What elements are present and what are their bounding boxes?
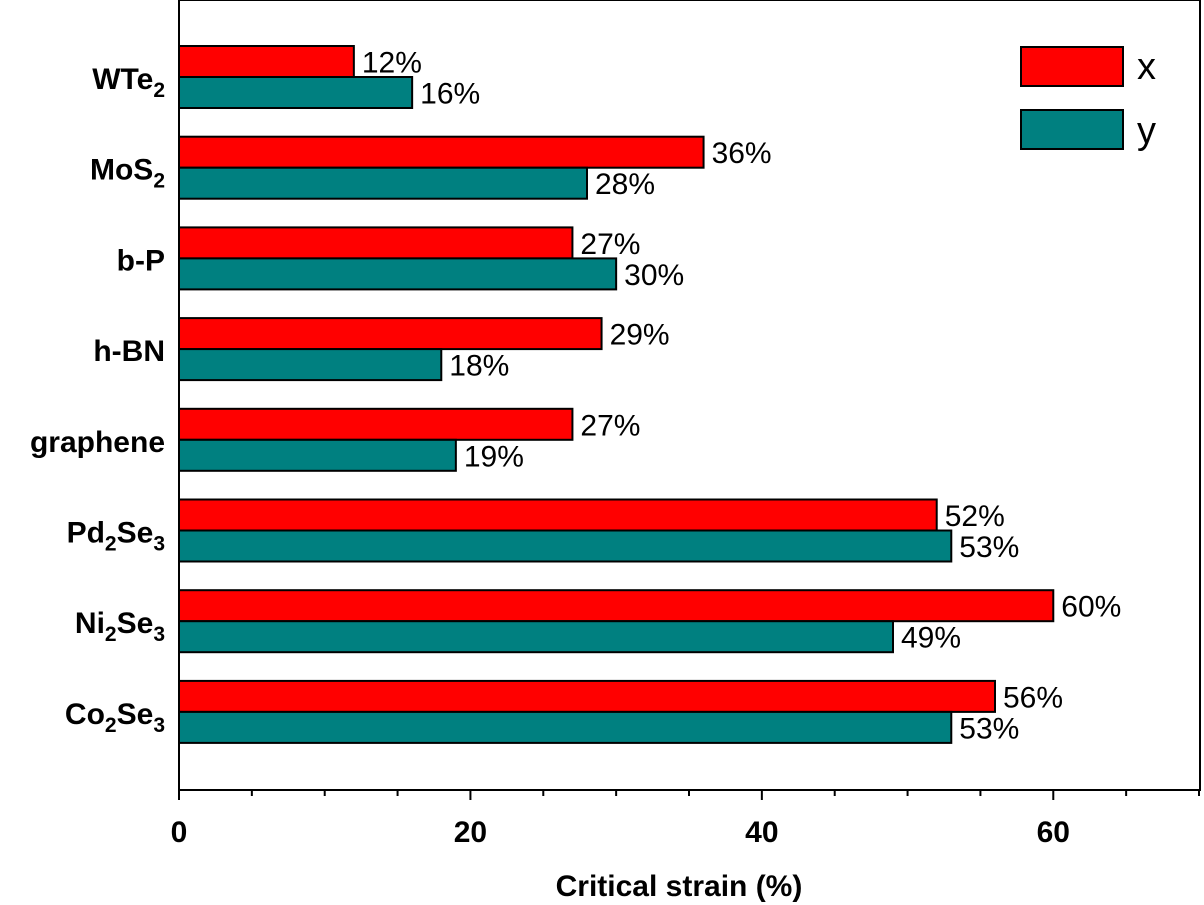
- bar-y-0: [178, 76, 414, 109]
- x-tick-label-0: 0: [171, 816, 188, 849]
- category-label-5: Pd2Se3: [67, 517, 165, 556]
- value-label-x-5: 52%: [945, 500, 1005, 533]
- category-label-2: b-P: [117, 244, 165, 277]
- value-label-y-0: 16%: [420, 78, 480, 111]
- value-label-x-4: 27%: [580, 409, 640, 442]
- bar-y-4: [178, 438, 457, 472]
- value-label-x-2: 27%: [580, 228, 640, 261]
- value-label-y-6: 49%: [901, 622, 961, 655]
- value-label-x-3: 29%: [610, 319, 670, 352]
- category-label-1: MoS2: [90, 154, 165, 193]
- value-label-y-2: 30%: [624, 259, 684, 292]
- bar-x-6: [178, 589, 1055, 623]
- value-label-x-1: 36%: [712, 137, 772, 170]
- bar-x-3: [178, 317, 603, 351]
- legend-label-x: x: [1137, 46, 1156, 88]
- bar-y-5: [178, 529, 953, 563]
- value-label-y-7: 53%: [959, 712, 1019, 745]
- category-label-7: Co2Se3: [65, 698, 165, 737]
- legend-label-y: y: [1137, 110, 1156, 152]
- category-label-6: Ni2Se3: [75, 607, 165, 646]
- bars-layer: [178, 45, 1055, 744]
- value-label-y-4: 19%: [464, 440, 524, 473]
- bar-y-3: [178, 348, 443, 382]
- x-tick-label-20: 20: [454, 816, 487, 849]
- value-label-x-7: 56%: [1003, 681, 1063, 714]
- category-labels: WTe2 MoS2 b-P h-BN graphene Pd2Se3 Ni2Se3 Co2Se…: [30, 63, 165, 737]
- bar-y-1: [178, 166, 588, 200]
- category-label-4: graphene: [30, 426, 165, 459]
- legend-swatch-x: [1020, 46, 1124, 87]
- bar-y-6: [178, 620, 894, 654]
- value-labels: 12%16%36%28%27%30%29%18%27%19%52%53%60%4…: [362, 47, 1121, 746]
- value-label-y-3: 18%: [449, 350, 509, 383]
- value-label-y-1: 28%: [595, 168, 655, 201]
- bar-x-7: [178, 679, 996, 713]
- x-tick-label-60: 60: [1037, 816, 1070, 849]
- bar-y-7: [178, 710, 953, 744]
- value-label-x-0: 12%: [362, 47, 422, 80]
- x-tick-label-40: 40: [745, 816, 778, 849]
- bar-x-1: [178, 135, 705, 169]
- x-axis-title: Critical strain (%): [556, 870, 803, 903]
- bar-x-2: [178, 226, 574, 260]
- category-label-0: WTe2: [92, 63, 165, 102]
- bar-x-4: [178, 407, 574, 441]
- legend-swatch-y: [1020, 109, 1124, 150]
- bar-x-0: [178, 45, 355, 78]
- legend: x y: [1020, 46, 1156, 152]
- category-label-3: h-BN: [93, 335, 165, 368]
- x-axis: 0 20 40 60: [171, 790, 1200, 849]
- value-label-y-5: 53%: [959, 531, 1019, 564]
- value-label-x-6: 60%: [1061, 591, 1121, 624]
- bar-x-5: [178, 498, 938, 532]
- bar-y-2: [178, 257, 618, 291]
